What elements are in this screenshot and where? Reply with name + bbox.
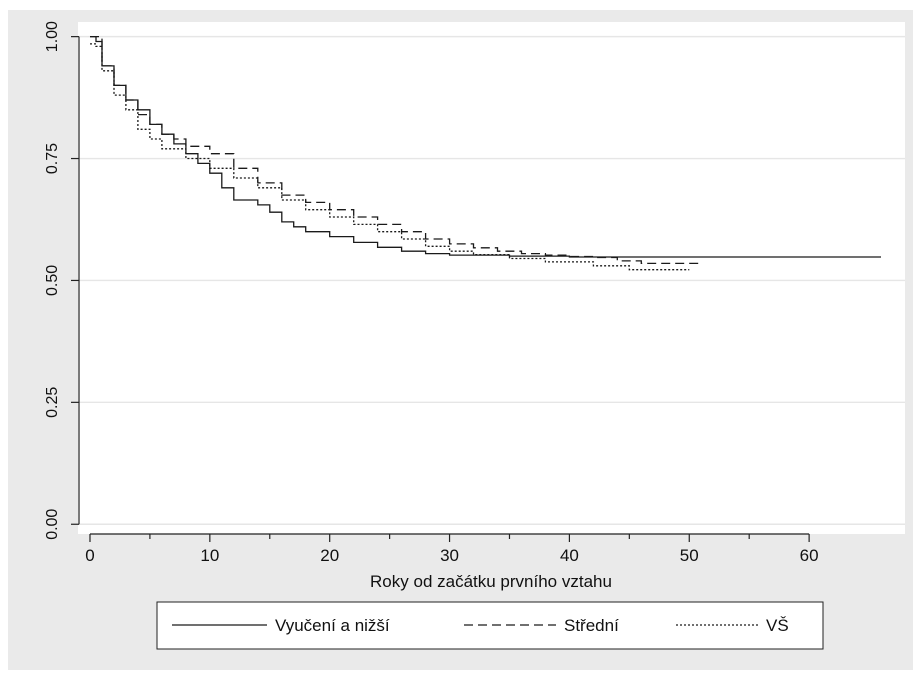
x-tick-label: 10: [200, 546, 219, 565]
x-tick-label: 20: [320, 546, 339, 565]
x-tick-label: 60: [800, 546, 819, 565]
series-line-3: [90, 43, 690, 271]
plot-area: [78, 22, 905, 534]
x-tick-label: 30: [440, 546, 459, 565]
x-axis-label: Roky od začátku prvního vztahu: [370, 572, 612, 591]
series-layer: [90, 35, 881, 271]
y-tick-label: 1.00: [44, 21, 61, 52]
legend-label-3: VŠ: [766, 616, 789, 635]
x-tick-label: 0: [85, 546, 94, 565]
series-line-1: [90, 35, 881, 258]
axes: 0.00 0.25 0.50 0.75 1.00 0 10 20 30 40 50 60: [44, 21, 819, 565]
y-tick-label: 0.25: [44, 387, 61, 418]
grid-lines: [78, 35, 905, 525]
x-tick-label: 50: [680, 546, 699, 565]
y-tick-label: 0.75: [44, 143, 61, 174]
y-tick-label: 0.00: [44, 509, 61, 540]
legend-label-1: Vyučení a nižší: [275, 616, 390, 635]
legend: Vyučení a nižší Střední VŠ: [156, 601, 824, 650]
y-tick-label: 0.50: [44, 265, 61, 296]
x-tick-label: 40: [560, 546, 579, 565]
legend-label-2: Střední: [564, 616, 619, 635]
